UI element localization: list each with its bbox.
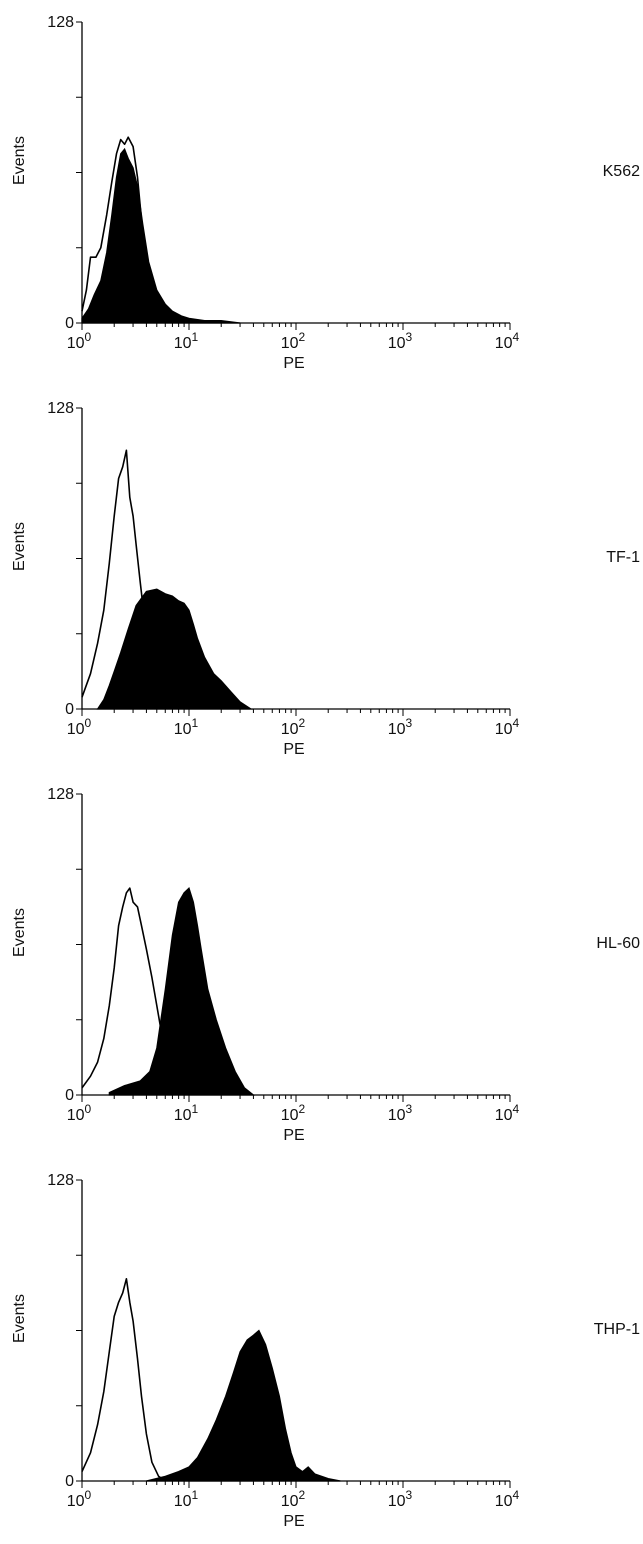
x-tick-label: 104 bbox=[495, 716, 520, 738]
y-tick-label: 128 bbox=[47, 400, 74, 417]
y-tick-label: 128 bbox=[47, 786, 74, 803]
x-axis-label: PE bbox=[283, 1127, 304, 1144]
x-tick-label: 100 bbox=[67, 716, 92, 738]
x-tick-label: 101 bbox=[174, 330, 199, 352]
y-axis-label: Events bbox=[11, 136, 28, 185]
x-tick-label: 101 bbox=[174, 716, 199, 738]
y-axis-label: Events bbox=[11, 1294, 28, 1343]
x-tick-label: 103 bbox=[388, 1102, 413, 1124]
filled-histogram bbox=[81, 147, 241, 324]
x-tick-label: 100 bbox=[67, 1488, 92, 1510]
y-axis-label: Events bbox=[11, 522, 28, 571]
y-tick-label: 0 bbox=[65, 315, 74, 332]
x-tick-label: 103 bbox=[388, 1488, 413, 1510]
cell-line-label: HL-60 bbox=[596, 935, 640, 952]
x-tick-label: 101 bbox=[174, 1488, 199, 1510]
x-tick-label: 104 bbox=[495, 1488, 520, 1510]
x-axis-label: PE bbox=[283, 355, 304, 372]
x-axis-label: PE bbox=[283, 1513, 304, 1530]
x-tick-label: 101 bbox=[174, 1102, 199, 1124]
x-tick-label: 104 bbox=[495, 330, 520, 352]
filled-histogram bbox=[108, 886, 256, 1096]
filled-histogram bbox=[146, 1329, 341, 1482]
x-tick-label: 100 bbox=[67, 330, 92, 352]
y-axis-label: Events bbox=[11, 908, 28, 957]
outline-histogram bbox=[81, 1278, 166, 1482]
cell-line-label: TF-1 bbox=[606, 549, 640, 566]
histogram-panel: 0 128 100 101 102 103 104 PE Events TF-1 bbox=[0, 386, 643, 772]
cell-line-label: THP-1 bbox=[594, 1321, 640, 1338]
x-tick-label: 102 bbox=[281, 1488, 306, 1510]
histogram-svg: 0 128 100 101 102 103 104 PE Events THP-1 bbox=[11, 1172, 640, 1530]
y-tick-label: 0 bbox=[65, 1473, 74, 1490]
outline-histogram bbox=[81, 887, 174, 1096]
x-tick-label: 103 bbox=[388, 330, 413, 352]
x-axis-label: PE bbox=[283, 741, 304, 758]
histogram-svg: 0 128 100 101 102 103 104 PE Events HL-60 bbox=[11, 786, 640, 1144]
x-tick-label: 102 bbox=[281, 716, 306, 738]
y-tick-label: 0 bbox=[65, 701, 74, 718]
cell-line-label: K562 bbox=[603, 163, 640, 180]
x-tick-label: 104 bbox=[495, 1102, 520, 1124]
x-tick-label: 102 bbox=[281, 330, 306, 352]
y-tick-label: 128 bbox=[47, 1172, 74, 1189]
filled-histogram bbox=[96, 588, 254, 710]
x-tick-label: 103 bbox=[388, 716, 413, 738]
histogram-svg: 0 128 100 101 102 103 104 PE Events K562 bbox=[11, 14, 640, 372]
histogram-panel: 0 128 100 101 102 103 104 PE Events K562 bbox=[0, 0, 643, 386]
y-tick-label: 0 bbox=[65, 1087, 74, 1104]
y-tick-label: 128 bbox=[47, 14, 74, 31]
histogram-panel: 0 128 100 101 102 103 104 PE Events HL-60 bbox=[0, 772, 643, 1158]
x-tick-label: 100 bbox=[67, 1102, 92, 1124]
histogram-panel: 0 128 100 101 102 103 104 PE Events THP-1 bbox=[0, 1158, 643, 1544]
x-tick-label: 102 bbox=[281, 1102, 306, 1124]
histogram-svg: 0 128 100 101 102 103 104 PE Events TF-1 bbox=[11, 400, 640, 758]
